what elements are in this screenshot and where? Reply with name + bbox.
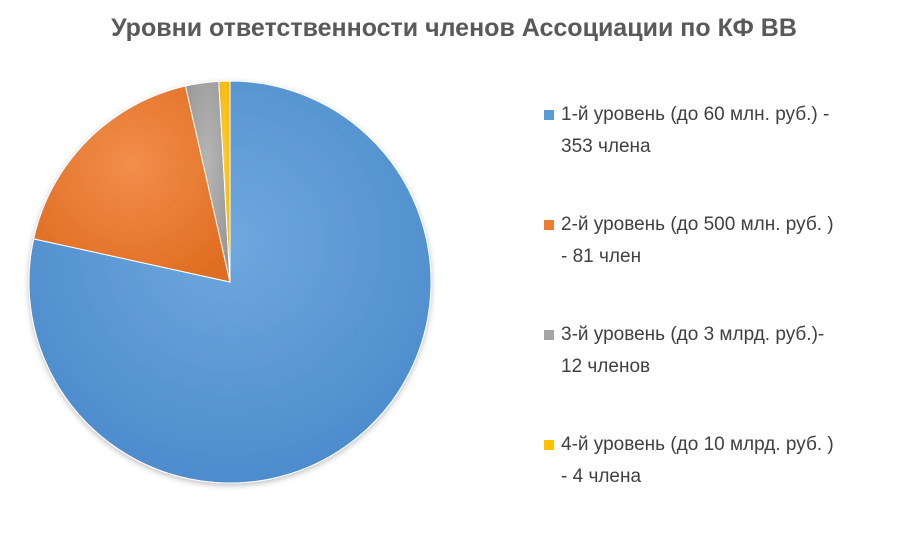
pie-slice-level-4 xyxy=(218,80,231,283)
legend-item-level-1: 1-й уровень (до 60 млн. руб.) - 353 член… xyxy=(544,99,904,163)
legend-label-line1: 1-й уровень (до 60 млн. руб.) - xyxy=(561,104,830,125)
legend-label-line1: 3-й уровень (до 3 млрд. руб.)- xyxy=(561,324,825,345)
legend-label-line2: - 4 члена xyxy=(561,466,642,487)
legend-label-line2: 12 членов xyxy=(561,356,651,377)
legend-swatch-yellow xyxy=(544,440,554,450)
legend-swatch-orange xyxy=(544,220,554,230)
legend-label-line1: 2-й уровень (до 500 млн. руб. ) xyxy=(561,214,834,235)
pie-slice-level-2 xyxy=(33,85,231,283)
legend-swatch-gray xyxy=(544,330,554,340)
chart-title: Уровни ответственности членов Ассоциации… xyxy=(111,14,797,42)
legend-item-level-4: 4-й уровень (до 10 млрд. руб. ) - 4 член… xyxy=(544,429,904,493)
legend-item-level-3: 3-й уровень (до 3 млрд. руб.)- 12 членов xyxy=(544,319,904,383)
legend-label-line1: 4-й уровень (до 10 млрд. руб. ) xyxy=(561,434,834,455)
legend-label-line2: 353 члена xyxy=(561,136,651,157)
legend-swatch-blue xyxy=(544,110,554,120)
legend-label-line2: - 81 член xyxy=(561,246,642,267)
legend-item-level-2: 2-й уровень (до 500 млн. руб. ) - 81 чле… xyxy=(544,209,904,273)
